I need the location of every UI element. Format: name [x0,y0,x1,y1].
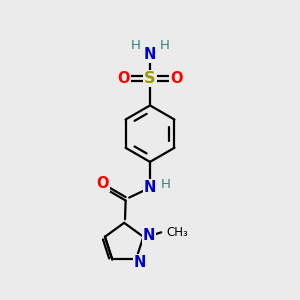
Text: N: N [143,228,155,243]
Text: O: O [170,71,182,86]
Text: N: N [134,255,146,270]
Text: H: H [160,178,170,191]
Text: O: O [118,71,130,86]
Text: CH₃: CH₃ [166,226,188,239]
Text: N: N [144,47,156,62]
Text: S: S [144,71,156,86]
Text: O: O [97,176,109,191]
Text: H: H [131,40,141,52]
Text: H: H [159,40,169,52]
Text: N: N [144,180,156,195]
